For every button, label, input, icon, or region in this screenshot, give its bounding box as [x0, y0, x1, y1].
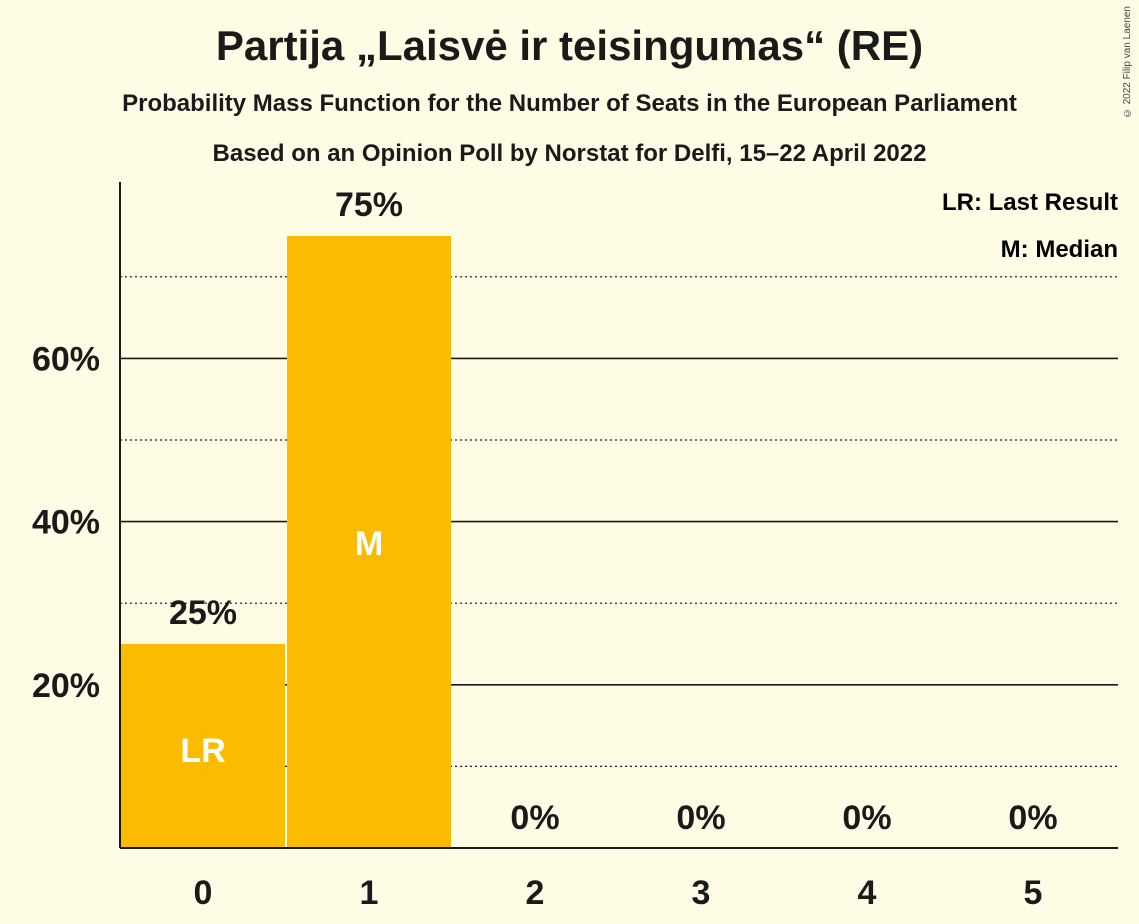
chart-title: Partija „Laisvė ir teisingumas“ (RE) — [215, 22, 924, 69]
bar — [121, 644, 285, 848]
bar-marker: LR — [180, 732, 225, 770]
bar — [287, 236, 451, 848]
data-label: 0% — [1008, 799, 1057, 837]
x-tick-label: 0 — [194, 874, 213, 912]
grid-layer — [120, 276, 1118, 768]
x-tick-label: 3 — [692, 874, 711, 912]
data-label: 0% — [510, 799, 559, 837]
axis-layer: 20% 40% 60% 0 1 2 3 4 5 — [32, 182, 1118, 912]
data-label: 0% — [842, 799, 891, 837]
legend-last-result: LR: Last Result — [942, 189, 1118, 216]
x-tick-label: 5 — [1024, 874, 1043, 912]
x-tick-label: 2 — [526, 874, 545, 912]
chart-source: Based on an Opinion Poll by Norstat for … — [212, 140, 927, 167]
label-layer: 25% LR 75% M 0% 0% 0% 0% — [169, 186, 1058, 837]
y-tick-label: 20% — [32, 667, 100, 705]
legend-median: M: Median — [1001, 236, 1118, 263]
y-tick-label: 40% — [32, 504, 100, 542]
y-tick-label: 60% — [32, 340, 100, 378]
data-label: 0% — [676, 799, 725, 837]
data-label: 25% — [169, 594, 237, 632]
x-tick-label: 4 — [858, 874, 877, 912]
bar-layer — [121, 236, 451, 848]
bar-marker: M — [355, 525, 383, 563]
chart-subtitle: Probability Mass Function for the Number… — [122, 90, 1017, 117]
data-label: 75% — [335, 186, 403, 224]
x-tick-label: 1 — [360, 874, 379, 912]
